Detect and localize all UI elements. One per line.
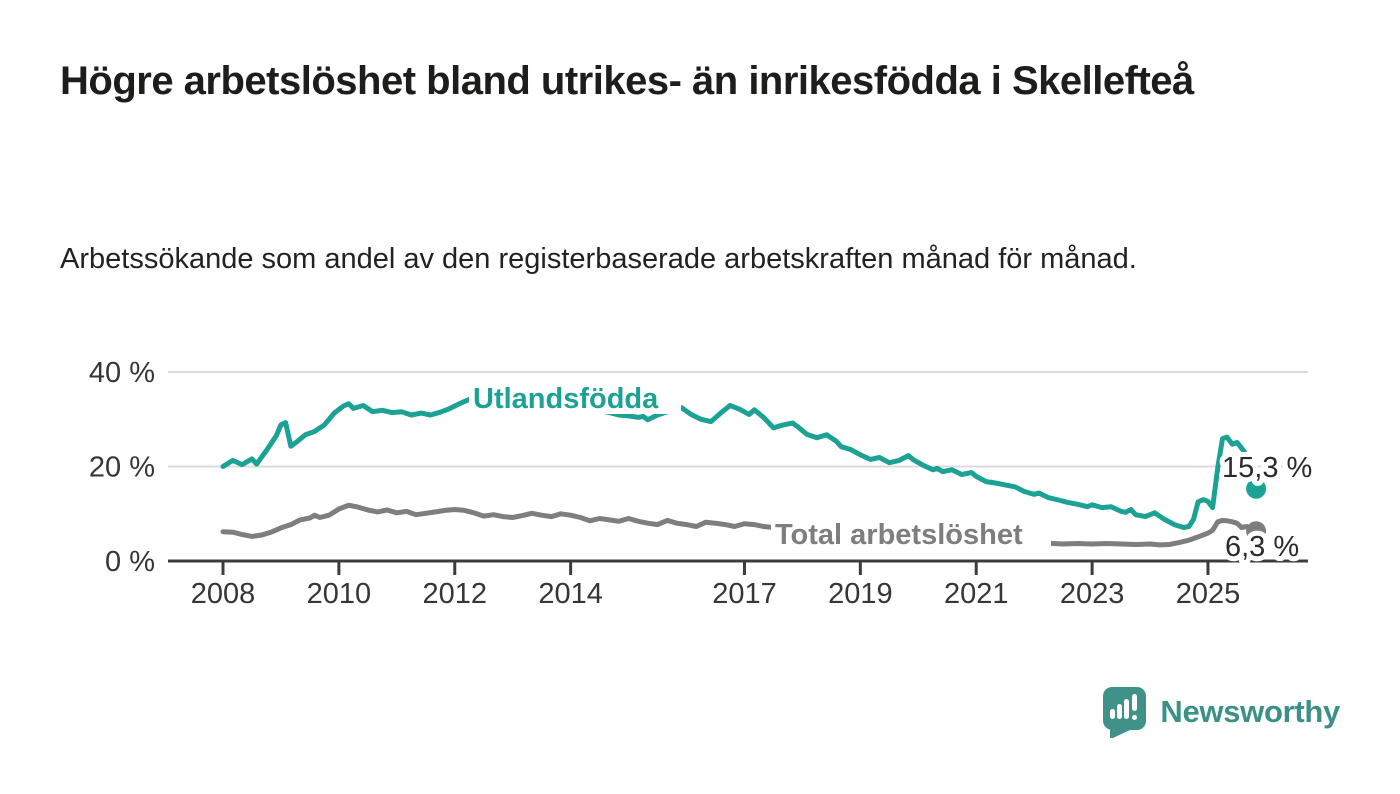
x-tick-label: 2021 bbox=[944, 578, 1009, 610]
series-label-utlandsfodda: Utlandsfödda bbox=[473, 383, 659, 415]
series-line-total bbox=[220, 502, 1259, 548]
brand-footer: Newsworthy bbox=[1101, 686, 1340, 739]
x-tick-label: 2017 bbox=[712, 578, 777, 610]
y-tick-label: 20 % bbox=[89, 452, 155, 484]
newsworthy-logo-icon bbox=[1101, 686, 1147, 739]
x-tick-label: 2010 bbox=[307, 578, 372, 610]
y-tick-label: 0 % bbox=[105, 546, 155, 578]
series-label-total: Total arbetslöshet bbox=[775, 519, 1023, 551]
x-axis: 2008 2010 2012 2014 2017 2019 2021 2023 2025 bbox=[191, 561, 1240, 610]
x-tick-label: 2008 bbox=[191, 578, 256, 610]
series-line-utlandsfodda bbox=[220, 391, 1259, 530]
y-tick-label: 40 % bbox=[89, 357, 155, 389]
x-tick-label: 2025 bbox=[1176, 578, 1241, 610]
x-tick-label: 2023 bbox=[1060, 578, 1125, 610]
brand-name: Newsworthy bbox=[1160, 694, 1340, 729]
label-backing-utlandsfodda bbox=[469, 381, 681, 414]
chart-subtitle: Arbetssökande som andel av den registerb… bbox=[60, 243, 1137, 275]
gridlines bbox=[168, 371, 1308, 563]
label-backing-total bbox=[771, 518, 1051, 550]
end-dots bbox=[1246, 478, 1267, 542]
y-axis-labels: 0 % 20 % 40 % bbox=[89, 357, 155, 578]
x-tick-label: 2012 bbox=[423, 578, 488, 610]
end-dot-utlandsfodda bbox=[1246, 478, 1267, 499]
x-tick-label: 2019 bbox=[828, 578, 893, 610]
x-tick-label: 2014 bbox=[538, 578, 603, 610]
page-title: Högre arbetslöshet bland utrikes- än inr… bbox=[60, 59, 1194, 103]
value-label-utlandsfodda: 15,3 % bbox=[1222, 452, 1312, 484]
value-label-total: 6,3 % bbox=[1225, 531, 1299, 563]
end-dot-total bbox=[1246, 521, 1267, 542]
bar-chart-glyph bbox=[1110, 694, 1138, 720]
series-lines bbox=[220, 391, 1259, 548]
